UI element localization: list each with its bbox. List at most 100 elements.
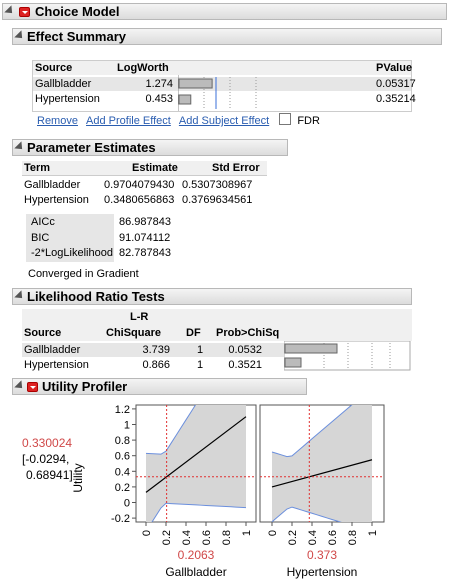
- fit-value-aicc: 86.987843: [119, 216, 171, 228]
- x-tick-label: 0.8: [221, 530, 233, 545]
- column-header-stderr: Std Error: [212, 162, 260, 174]
- column-header-source: Source: [24, 327, 62, 339]
- fit-value-bic: 91.074112: [119, 232, 171, 244]
- column-header-df: DF: [186, 327, 201, 339]
- param-term-0: Gallbladder: [24, 179, 81, 191]
- lr-prob-1: 0.3521: [228, 359, 262, 371]
- lr-chisq-1: 0.866: [142, 359, 170, 371]
- column-header-pvalue: PValue: [376, 62, 413, 74]
- x-tick-label: 0.6: [201, 530, 213, 545]
- column-header-prob: Prob>ChiSq: [216, 327, 280, 339]
- effect-source-1: Hypertension: [35, 93, 100, 105]
- lr-source-0: Gallbladder: [24, 344, 81, 356]
- likelihood-ratio-title: Likelihood Ratio Tests: [27, 289, 165, 304]
- x-tick-label: 0.2: [161, 530, 173, 545]
- fit-label-bic: BIC: [31, 232, 50, 244]
- param-stderr-1: 0.3769634561: [182, 194, 253, 206]
- column-header-logworth: LogWorth: [117, 62, 169, 74]
- logworth-bar-hypertension: [178, 94, 192, 105]
- column-header-lr: L-R: [130, 311, 149, 323]
- utility-profiler-plot[interactable]: Utility 1.2 1 0.8 0.6 0.4 0.2 0 -0.2 0 0.2 0.4 0.6…: [70, 400, 400, 580]
- lr-source-1: Hypertension: [24, 359, 89, 371]
- parameter-estimates-table: Term Estimate Std Error Gallbladder 0.97…: [22, 161, 267, 209]
- param-estimate-0: 0.9704079430: [104, 179, 175, 191]
- upper-bound-hypertension: [271, 405, 353, 458]
- utility-profiler-header[interactable]: Utility Profiler: [12, 378, 307, 395]
- x-axis-label-hypertension: Hypertension: [287, 565, 358, 579]
- x-tick-label: 0: [141, 530, 153, 536]
- effect-summary-header[interactable]: Effect Summary: [12, 28, 442, 45]
- utility-ci-lower: [-0.0294,: [22, 452, 70, 466]
- x-axis-label-gallbladder: Gallbladder: [165, 565, 226, 579]
- disclosure-triangle-icon[interactable]: [14, 380, 26, 392]
- effect-logworth-0: 1.274: [145, 78, 173, 90]
- utility-current-value: 0.330024: [22, 436, 73, 450]
- add-profile-effect-link[interactable]: Add Profile Effect: [86, 115, 171, 127]
- red-triangle-menu-icon[interactable]: [27, 382, 38, 392]
- effect-source-0: Gallbladder: [35, 78, 92, 90]
- param-stderr-0: 0.5307308967: [182, 179, 253, 191]
- confidence-band-hypertension: [272, 405, 372, 522]
- effect-summary-table: Source LogWorth PValue Gallbladder 1.274…: [32, 60, 416, 112]
- disclosure-triangle-icon[interactable]: [14, 30, 26, 42]
- x-tick-label: 1: [367, 530, 379, 536]
- effect-summary-title: Effect Summary: [27, 29, 126, 44]
- upper-bound-gallbladder: [145, 405, 197, 455]
- prob-bar-gallbladder: [284, 343, 338, 354]
- y-tick-label: 0: [124, 498, 130, 510]
- y-tick-label: -0.2: [111, 513, 130, 525]
- x-tick-label: 0.2: [287, 530, 299, 545]
- effect-pvalue-0: 0.05317: [376, 78, 416, 90]
- disclosure-triangle-icon[interactable]: [14, 141, 26, 153]
- y-tick-label: 1.2: [115, 404, 130, 416]
- hypertension-current-value: 0.373: [307, 548, 337, 562]
- x-tick-label: 0.6: [327, 530, 339, 545]
- effect-links: Remove Add Profile Effect Add Subject Ef…: [37, 113, 320, 127]
- fit-value-loglik: 82.787843: [119, 247, 171, 259]
- gallbladder-current-value: 0.2063: [178, 548, 215, 562]
- fit-label-loglik: -2*LogLikelihood: [31, 247, 113, 259]
- lr-prob-0: 0.0532: [228, 344, 262, 356]
- fit-label-aicc: AICc: [31, 216, 55, 228]
- column-header-term: Term: [24, 162, 51, 174]
- disclosure-triangle-icon[interactable]: [14, 290, 26, 302]
- likelihood-ratio-header[interactable]: Likelihood Ratio Tests: [12, 288, 412, 305]
- logworth-bar-chart: [178, 75, 257, 111]
- x-tick-label: 0.4: [307, 530, 319, 545]
- y-axis-label: Utility: [71, 463, 85, 492]
- lr-chisq-0: 3.739: [142, 344, 170, 356]
- lower-bound-hypertension: [271, 506, 342, 522]
- utility-profiler-title: Utility Profiler: [42, 379, 128, 394]
- remove-link[interactable]: Remove: [37, 115, 78, 127]
- lower-bound-gallbladder: [151, 502, 247, 522]
- y-tick-label: 0.4: [115, 466, 130, 478]
- parameter-estimates-header[interactable]: Parameter Estimates: [12, 139, 288, 156]
- converged-message: Converged in Gradient: [28, 268, 139, 280]
- disclosure-triangle-icon[interactable]: [4, 5, 16, 17]
- utility-line-gallbladder: [145, 416, 247, 493]
- fdr-label: FDR: [297, 115, 320, 127]
- column-header-source: Source: [35, 62, 73, 74]
- choice-model-header[interactable]: Choice Model: [2, 3, 447, 20]
- lr-df-0: 1: [197, 344, 204, 356]
- parameter-estimates-title: Parameter Estimates: [27, 140, 156, 155]
- confidence-band-gallbladder: [146, 405, 246, 522]
- choice-model-title: Choice Model: [35, 4, 120, 19]
- likelihood-ratio-table: L-R Source ChiSquare DF Prob>ChiSq Gallb…: [22, 309, 412, 371]
- utility-line-hypertension: [271, 459, 373, 488]
- logworth-bar-gallbladder: [178, 78, 213, 89]
- lr-df-1: 1: [197, 359, 204, 371]
- red-triangle-menu-icon[interactable]: [19, 7, 30, 17]
- x-tick-label: 0.8: [347, 530, 359, 545]
- fit-statistics: AICc 86.987843 BIC 91.074112 -2*LogLikel…: [26, 214, 186, 262]
- fdr-checkbox[interactable]: [279, 113, 292, 125]
- y-tick-label: 0.2: [115, 482, 130, 494]
- add-subject-effect-link[interactable]: Add Subject Effect: [178, 115, 270, 127]
- y-tick-label: 0.6: [115, 451, 130, 463]
- column-header-chisquare: ChiSquare: [106, 327, 162, 339]
- param-estimate-1: 0.3480656863: [104, 194, 175, 206]
- column-header-estimate: Estimate: [132, 162, 178, 174]
- x-tick-label: 0.4: [181, 530, 193, 545]
- prob-bar-chart: [284, 341, 411, 371]
- x-tick-label: 1: [241, 530, 253, 536]
